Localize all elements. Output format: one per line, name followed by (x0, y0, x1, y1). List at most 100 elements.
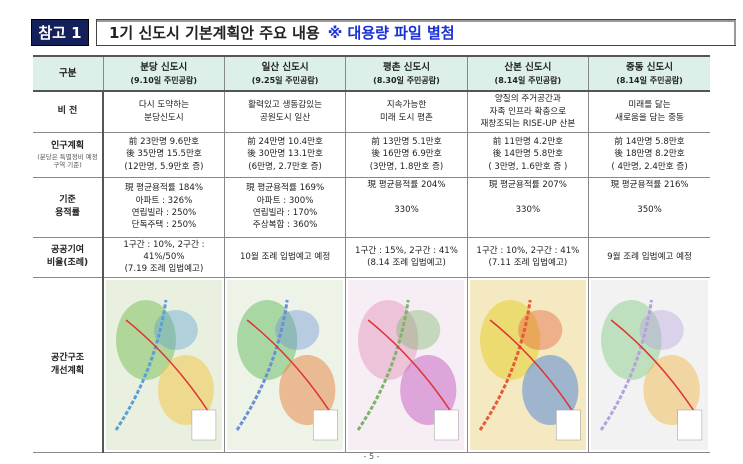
column-header: 산본 신도시 (8.14일 주민공람) (466, 55, 590, 92)
header-row: 구분 분당 신도시 (9.10일 주민공람) 일산 신도시 (9.25일 주민공람)… (33, 55, 710, 92)
reference-tag: 참고 1 (31, 19, 89, 46)
city-date: (8.14일 주민공람) (494, 75, 562, 85)
comparison-table: 구분 분당 신도시 (9.10일 주민공람) 일산 신도시 (9.25일 주민공람)… (33, 55, 710, 453)
far-cell: 現 평균용적률 204% 330% (345, 176, 468, 238)
cell-line: 아파트 : 326% (135, 195, 193, 206)
cell-line: 1구간 : 10%, 2구간 : 41% (476, 245, 580, 256)
far-cell: 現 평균용적률 169% 아파트 : 300% 연립빌라 : 170% 주상복합 : … (223, 176, 347, 238)
spatial-map-cell (588, 276, 710, 453)
row-label-text: 인구계획 (50, 140, 85, 151)
cell-line: 330% (515, 204, 541, 215)
city-date: (8.30일 주민공람) (373, 75, 440, 85)
cell-line: 분당신도시 (144, 112, 184, 123)
vision-row: 비 전 다시 도약하는 분당신도시 활력있고 생동감있는 공원도시 일산 지속가능한 미래… (33, 90, 710, 133)
spatial-plan-map (106, 279, 222, 450)
vision-cell: 지속가능한 미래 도시 평촌 (345, 90, 468, 133)
cell-line: 지속가능한 (386, 100, 427, 111)
page-title: 1기 신도시 기본계획안 주요 내용 ※ 대용량 파일 별첨 (96, 19, 736, 46)
cell-line: 1구간 : 10%, 2구간 : 41%/50% (123, 239, 205, 262)
vision-cell: 다시 도약하는 분당신도시 (102, 90, 225, 133)
spatial-plan-map (591, 279, 708, 450)
spatial-map-cell (345, 276, 468, 453)
city-date: (9.25일 주민공람) (251, 75, 319, 85)
contribution-cell: 1구간 : 15%, 2구간 : 41% (8.14 조례 입법예고) (345, 236, 468, 278)
cell-line: 後 30만명 13.1만호 (247, 149, 323, 160)
cell-line: 350% (637, 204, 662, 215)
city-name: 분당 신도시 (140, 61, 188, 73)
row-label-text: 비율(조례) (46, 258, 89, 269)
cell-line: 9월 조례 입법예고 예정 (607, 251, 692, 262)
cell-line: 미래를 닮는 (628, 100, 671, 111)
row-label: 공간구조 개선계획 (33, 276, 104, 453)
row-sublabel: (분당은 특별정비 예정구역 기준) (37, 152, 98, 170)
column-header: 평촌 신도시 (8.30일 주민공람) (345, 55, 468, 92)
population-cell: 前 11만명 4.2만호 後 14만명 5.8만호( 3만명, 1.6만호 증 ) (466, 131, 590, 178)
population-cell: 前 24만명 10.4만호 後 30만명 13.1만호 (6만명, 2.7만호 증) (223, 131, 347, 178)
city-date: (9.10일 주민공람) (130, 75, 198, 85)
cell-line: 後 14만명 5.8만호 (492, 149, 564, 160)
population-cell: 前 13만명 5.1만호 後 16만명 6.9만호 (3만명, 1.8만호 증) (345, 131, 468, 178)
population-row: 인구계획 (분당은 특별정비 예정구역 기준) 前 23만명 9.6만호 後 35만… (33, 131, 710, 178)
cell-line: (3만명, 1.8만호 증) (369, 161, 444, 172)
spatial-map-cell (102, 276, 225, 453)
row-label-text: 공공기여 (50, 245, 85, 256)
cell-line: 前 14만명 5.8만호 (614, 136, 685, 147)
cell-line: (12만명, 5.9만호 증) (124, 161, 204, 172)
cell-line: 前 23만명 9.6만호 (128, 136, 200, 147)
row-label: 인구계획 (분당은 특별정비 예정구역 기준) (33, 131, 104, 178)
cell-line: 10월 조례 입법예고 예정 (239, 251, 331, 262)
cell-line: 양질의 주거공간과 (494, 94, 561, 105)
cell-line: 現 평균용적률 184% (124, 183, 204, 194)
column-header: 분당 신도시 (9.10일 주민공람) (102, 55, 225, 92)
cell-line: 연립빌라 : 250% (131, 208, 197, 218)
row-label-text: 기준 (59, 194, 76, 205)
contribution-cell: 1구간 : 10%, 2구간 : 41% (7.11 조례 입법예고) (466, 236, 590, 278)
spatial-row: 공간구조 개선계획 (33, 276, 710, 453)
spatial-map-cell (466, 276, 590, 453)
vision-cell: 활력있고 생동감있는 공원도시 일산 (223, 90, 347, 133)
title-note: ※ 대용량 파일 별첨 (327, 24, 455, 42)
cell-line: (8.14 조례 입법예고) (367, 258, 446, 269)
vision-cell: 양질의 주거공간과 자족 인프라 확충으로 재창조되는 RISE-UP 산본 (466, 90, 590, 133)
cell-line: 활력있고 생동감있는 (248, 100, 323, 111)
column-header: 중동 신도시 (8.14일 주민공람) (588, 55, 710, 92)
cell-line: 前 11만명 4.2만호 (492, 136, 564, 147)
page-number: - 5 - (363, 452, 380, 461)
cell-line: 現 평균용적률 204% (367, 179, 446, 190)
cell-line: (6만명, 2.7만호 증) (248, 161, 322, 172)
cell-line: (7.11 조례 입법예고) (488, 258, 568, 269)
cell-line: 공원도시 일산 (260, 112, 311, 123)
spatial-plan-map (348, 279, 465, 450)
spatial-map-cell (223, 276, 347, 453)
cell-line: ( 4만명, 2.4만호 증) (611, 161, 688, 172)
row-label: 비 전 (33, 90, 104, 133)
city-name: 일산 신도시 (261, 61, 309, 73)
row-label-text: 공간구조 (50, 352, 85, 363)
city-name: 평촌 신도시 (382, 61, 430, 73)
population-cell: 前 23만명 9.6만호 後 35만명 15.5만호 (12만명, 5.9만호 증) (102, 131, 225, 178)
far-cell: 現 평균용적률 207% 330% (466, 176, 590, 238)
cell-line: (7.19 조례 입법예고) (124, 264, 204, 275)
city-name: 산본 신도시 (504, 61, 552, 73)
cell-line: 재창조되는 RISE-UP 산본 (480, 118, 576, 129)
contribution-cell: 1구간 : 10%, 2구간 : 41%/50% (7.19 조례 입법예고) (102, 236, 225, 278)
cell-line: 새로움을 담는 중동 (615, 112, 684, 123)
cell-line: 現 평균용적률 169% (246, 183, 325, 194)
cell-line: 자족 인프라 확충으로 (489, 106, 567, 117)
corner-cell: 구분 (33, 55, 104, 92)
cell-line: 1구간 : 15%, 2구간 : 41% (355, 245, 458, 256)
population-cell: 前 14만명 5.8만호 後 18만명 8.2만호( 4만명, 2.4만호 증) (588, 131, 710, 178)
title-text: 1기 신도시 기본계획안 주요 내용 (109, 24, 320, 42)
city-name: 중동 신도시 (626, 61, 674, 73)
cell-line: 단독주택 : 250% (131, 220, 197, 231)
row-label-text: 용적률 (55, 208, 80, 218)
cell-line: 現 평균용적률 216% (610, 179, 689, 190)
cell-line: 前 24만명 10.4만호 (247, 136, 323, 147)
cell-line: 前 13만명 5.1만호 (371, 136, 442, 147)
spatial-plan-map (469, 279, 587, 450)
vision-cell: 미래를 닮는 새로움을 담는 중동 (588, 90, 710, 133)
